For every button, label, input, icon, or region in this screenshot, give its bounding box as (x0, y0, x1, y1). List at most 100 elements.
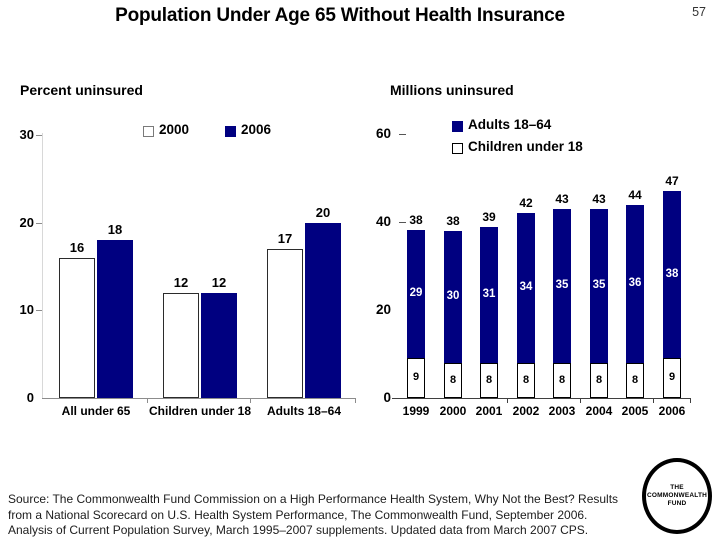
legend-label: Children under 18 (468, 139, 583, 154)
x-axis-tick (507, 398, 508, 403)
bar-children-2003 (553, 363, 571, 398)
y-axis-label: 10 (19, 302, 34, 317)
legend-swatch (452, 121, 463, 132)
page-title: Population Under Age 65 Without Health I… (115, 5, 565, 26)
bar-value-label: 12 (211, 275, 227, 290)
bar-2000-2 (267, 249, 303, 398)
total-label: 47 (665, 174, 679, 188)
children-value-label: 8 (595, 374, 603, 386)
total-label: 43 (592, 192, 606, 206)
total-label: 39 (482, 210, 496, 224)
bar-2000-0 (59, 258, 95, 398)
adults-value-label: 38 (665, 268, 679, 280)
children-value-label: 9 (668, 371, 676, 383)
year-label: 1999 (402, 404, 430, 418)
category-label: All under 65 (61, 404, 131, 418)
y-axis-label: 30 (19, 127, 34, 142)
y-axis-label: 40 (375, 214, 391, 229)
x-axis-tick (147, 398, 148, 403)
legend-swatch (143, 126, 154, 137)
year-label: 2005 (621, 404, 649, 418)
adults-value-label: 30 (446, 290, 460, 302)
legend-label: 2000 (159, 122, 190, 137)
bar-children-1999 (407, 358, 425, 398)
y-axis-tick (36, 223, 42, 224)
adults-value-label: 29 (409, 287, 423, 299)
legend-label: 2006 (241, 122, 272, 137)
bar-value-label: 17 (277, 231, 293, 246)
y-axis-label: 0 (383, 390, 391, 405)
bar-children-2004 (590, 363, 608, 398)
left-chart-title: Percent uninsured (20, 82, 143, 98)
year-label: 2000 (439, 404, 467, 418)
y-axis-tick (36, 135, 42, 136)
x-axis-line (42, 398, 355, 399)
page-number: 57 (692, 5, 706, 19)
bar-2006-1 (201, 293, 237, 398)
bar-2006-0 (97, 240, 133, 398)
total-label: 43 (555, 192, 569, 206)
y-axis-tick (399, 222, 406, 223)
logo-line-2: COMMONWEALTH (646, 492, 708, 499)
bar-value-label: 12 (173, 275, 189, 290)
source-line-2: from a National Scorecard on U.S. Health… (8, 507, 588, 522)
source-note: Source: The Commonwealth Fund Commission… (8, 492, 618, 539)
bar-value-label: 16 (69, 240, 85, 255)
bar-adults-2000 (444, 231, 462, 363)
total-label: 42 (519, 196, 533, 210)
category-label: Adults 18–64 (266, 404, 342, 418)
year-label: 2006 (658, 404, 686, 418)
bar-children-2000 (444, 363, 462, 398)
y-axis-line (42, 133, 43, 398)
x-axis-line (392, 398, 690, 399)
children-value-label: 8 (558, 374, 566, 386)
commonwealth-fund-logo: THE COMMONWEALTH FUND (642, 458, 712, 534)
adults-value-label: 34 (519, 281, 533, 293)
y-axis-tick (36, 310, 42, 311)
x-axis-tick (355, 398, 356, 403)
adults-value-label: 31 (482, 288, 496, 300)
bar-2000-1 (163, 293, 199, 398)
x-axis-tick (580, 398, 581, 403)
total-label: 44 (628, 188, 642, 202)
children-value-label: 8 (449, 374, 457, 386)
y-axis-label: 60 (375, 126, 391, 141)
bar-adults-2001 (480, 227, 498, 363)
logo-line-3: FUND (667, 500, 687, 507)
bar-adults-2002 (517, 213, 535, 363)
logo-line-1: THE (670, 484, 684, 491)
children-value-label: 8 (485, 374, 493, 386)
children-value-label: 8 (631, 374, 639, 386)
right-chart-title: Millions uninsured (390, 82, 514, 98)
y-axis-label: 0 (26, 390, 34, 405)
x-axis-tick (250, 398, 251, 403)
year-label: 2003 (548, 404, 576, 418)
source-line-1: Source: The Commonwealth Fund Commission… (8, 492, 619, 506)
bar-adults-2004 (590, 209, 608, 363)
bar-children-2001 (480, 363, 498, 398)
bar-children-2006 (663, 358, 681, 398)
bar-adults-2003 (553, 209, 571, 363)
total-label: 38 (409, 213, 423, 227)
children-value-label: 9 (412, 371, 420, 383)
adults-value-label: 35 (555, 279, 569, 291)
category-label: Children under 18 (148, 404, 252, 418)
year-label: 2002 (512, 404, 540, 418)
source-line-3: Analysis of Current Population Survey, M… (8, 523, 589, 537)
legend-swatch (225, 126, 236, 137)
x-axis-tick (653, 398, 654, 403)
bar-children-2005 (626, 363, 644, 398)
x-axis-tick (690, 398, 691, 403)
total-label: 38 (446, 214, 460, 228)
bar-children-2002 (517, 363, 535, 398)
bar-2006-2 (305, 223, 341, 398)
children-value-label: 8 (522, 374, 530, 386)
bar-adults-2006 (663, 191, 681, 358)
bar-value-label: 20 (315, 205, 331, 220)
bar-adults-1999 (407, 230, 425, 358)
year-label: 2001 (475, 404, 503, 418)
legend-label: Adults 18–64 (468, 117, 552, 132)
y-axis-label: 20 (375, 302, 391, 317)
adults-value-label: 35 (592, 279, 606, 291)
